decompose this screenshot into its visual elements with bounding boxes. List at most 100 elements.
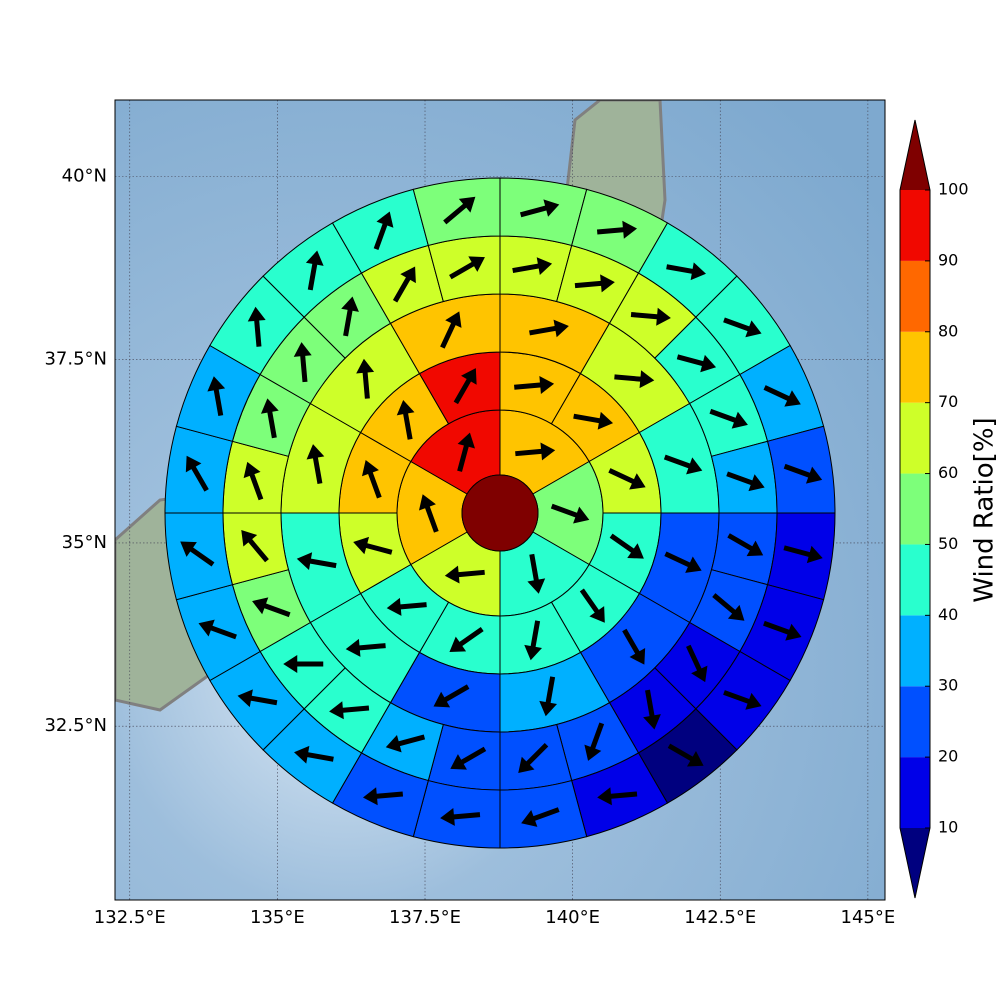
colorbar-segment — [900, 331, 930, 403]
x-tick-label: 140°E — [545, 907, 600, 928]
x-tick-label: 142.5°E — [684, 907, 756, 928]
y-tick-label: 35°N — [62, 532, 107, 553]
wind-arrow — [185, 455, 209, 492]
wind-arrow — [260, 398, 279, 439]
wind-arrow — [512, 257, 553, 275]
x-tick-label: 137.5°E — [389, 907, 461, 928]
wind-arrow — [783, 463, 823, 484]
wind-arrow — [449, 256, 485, 280]
wind-arrow — [440, 807, 481, 826]
wind-arrow — [444, 565, 485, 584]
wind-arrow — [519, 199, 560, 218]
y-tick-label: 40°N — [62, 165, 107, 186]
wind-arrow — [457, 432, 475, 472]
wind-arrow — [243, 461, 264, 501]
colorbar-tick-label: 60 — [938, 463, 958, 482]
wind-arrow — [622, 628, 646, 665]
wind-arrow — [207, 376, 226, 417]
colorbar-extend-min — [900, 828, 930, 898]
wind-arrow — [373, 211, 394, 250]
x-tick-label: 132.5°E — [94, 907, 166, 928]
wind-arrow — [305, 250, 324, 291]
wind-arrow — [362, 787, 404, 806]
colorbar-tick-label: 90 — [938, 250, 958, 269]
x-tick-label: 135°E — [250, 907, 305, 928]
wind-arrow — [712, 593, 745, 621]
wind-arrow — [440, 311, 462, 349]
sector — [499, 177, 588, 247]
wind-arrow — [361, 460, 382, 499]
wind-arrow — [663, 454, 703, 475]
wind-arrow — [709, 408, 748, 429]
colorbar-segment — [900, 757, 930, 828]
wind-arrow — [614, 370, 655, 389]
wind-arrow — [609, 533, 644, 559]
wind-arrow — [329, 701, 370, 720]
wind-arrow — [676, 354, 717, 373]
wind-arrow — [433, 684, 470, 708]
colorbar-tick-label: 20 — [938, 747, 958, 766]
y-tick-label: 37.5°N — [44, 349, 107, 370]
wind-arrow — [198, 619, 237, 640]
wind-arrow — [341, 296, 359, 337]
wind-arrow — [763, 620, 802, 641]
colorbar-segment — [900, 190, 930, 261]
wind-arrow — [667, 743, 704, 767]
colorbar-tick-label: 40 — [938, 605, 958, 624]
colorbar-tick-label: 70 — [938, 392, 958, 411]
wind-arrow — [608, 468, 646, 490]
wind-arrow — [763, 385, 801, 407]
wind-arrow — [518, 742, 549, 774]
wind-arrow — [283, 654, 324, 673]
colorbar-extend-max — [900, 120, 930, 190]
wind-rose — [164, 177, 836, 849]
wind-arrow — [529, 319, 569, 338]
wind-arrow — [345, 638, 386, 657]
wind-arrow — [392, 266, 416, 303]
colorbar-segment — [900, 686, 930, 758]
wind-arrow — [449, 626, 484, 652]
sector — [164, 425, 234, 514]
colorbar-segment — [900, 260, 930, 332]
wind-arrow — [723, 690, 762, 710]
wind-arrow — [237, 689, 278, 708]
colorbar-tick-label: 80 — [938, 321, 958, 340]
wind-arrow — [597, 787, 638, 806]
wind-arrow — [241, 530, 269, 563]
wind-arrow — [396, 399, 415, 440]
wind-arrow — [515, 442, 556, 461]
colorbar-tick-label: 100 — [938, 180, 969, 199]
wind-arrow — [353, 536, 393, 555]
wind-arrow — [643, 689, 661, 730]
wind-arrow — [252, 597, 291, 618]
wind-arrow — [293, 342, 312, 383]
wind-arrow — [630, 307, 671, 326]
wind-arrow — [573, 411, 614, 430]
axes-frame — [114, 99, 886, 901]
sector — [766, 512, 836, 601]
wind-arrow — [666, 262, 706, 281]
wind-arrow — [527, 553, 546, 594]
colorbar-tick-label: 30 — [938, 676, 958, 695]
wind-arrow — [450, 746, 487, 770]
wind-arrow — [726, 471, 765, 492]
wind-arrow — [385, 734, 426, 753]
wind-arrow — [247, 306, 266, 347]
colorbar-segment — [900, 544, 930, 616]
wind-arrow — [418, 494, 439, 533]
colorbar-tick-label: 10 — [938, 818, 958, 837]
wind-arrow — [727, 533, 764, 557]
wind-arrow — [453, 368, 477, 405]
wind-arrow — [356, 358, 375, 399]
wind-arrow — [664, 551, 702, 573]
wind-arrow — [723, 317, 762, 338]
colorbar-tick-label: 50 — [938, 534, 958, 553]
wind-arrow — [539, 676, 557, 717]
y-tick-label: 32.5°N — [44, 715, 107, 736]
wind-arrow — [686, 644, 708, 683]
wind-arrow — [574, 274, 615, 293]
wind-arrow — [524, 620, 542, 661]
colorbar-segment — [900, 473, 930, 545]
wind-arrow — [180, 541, 215, 567]
